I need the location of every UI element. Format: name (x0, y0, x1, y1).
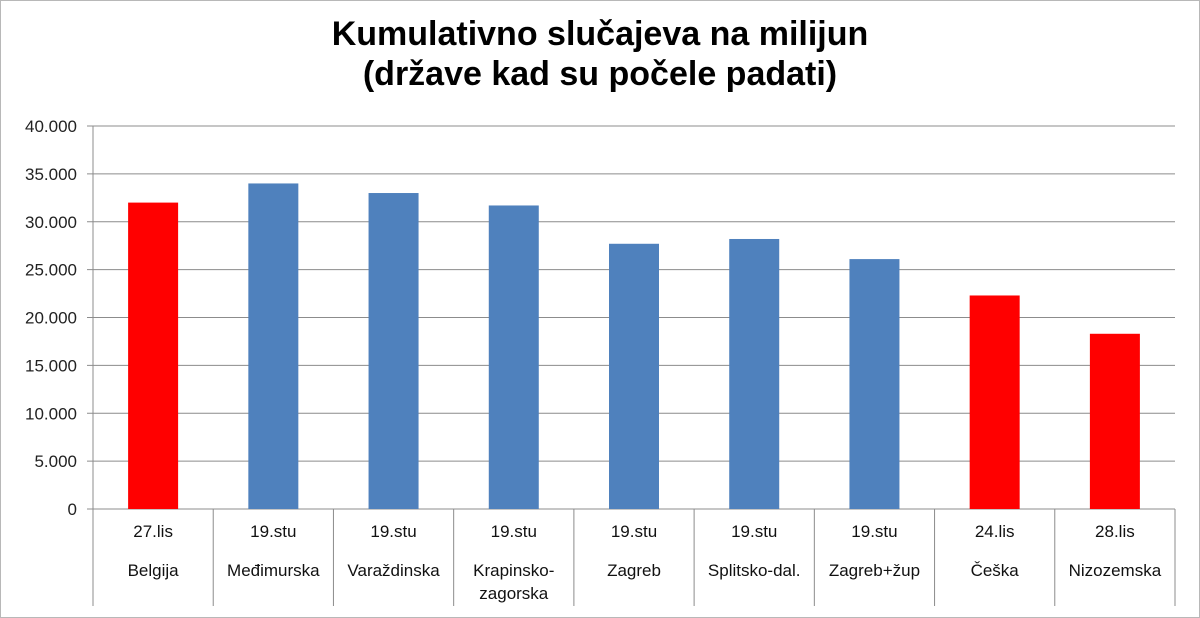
bar (488, 205, 539, 509)
x-date-label: 19.stu (851, 522, 897, 541)
bar (1089, 333, 1140, 509)
x-date-label: 28.lis (1095, 522, 1135, 541)
x-category-label: Krapinsko- (473, 561, 554, 580)
chart-title-line-2: (države kad su počele padati) (362, 55, 838, 93)
x-date-label: 24.lis (975, 522, 1015, 541)
x-category-label: Češka (971, 561, 1020, 580)
chart-title: Kumulativno slučajeva na milijun (države… (0, 14, 1200, 94)
y-tick-label: 25.000 (25, 261, 77, 280)
y-tick-label: 20.000 (25, 309, 77, 328)
y-tick-label: 35.000 (25, 165, 77, 184)
bar (729, 238, 780, 510)
y-tick-label: 15.000 (25, 356, 77, 375)
x-date-label: 27.lis (133, 522, 173, 541)
x-category-label: Splitsko-dal. (708, 561, 801, 580)
x-date-label: 19.stu (611, 522, 657, 541)
x-category-label: Zagreb (607, 561, 661, 580)
y-tick-label: 10.000 (25, 404, 77, 423)
bar (248, 183, 299, 509)
x-category-label: Međimurska (227, 561, 320, 580)
x-date-label: 19.stu (491, 522, 537, 541)
bar (368, 193, 419, 509)
x-category-label: Varaždinska (347, 561, 440, 580)
bar (849, 259, 900, 509)
x-category-label: Nizozemska (1069, 561, 1162, 580)
bar (128, 202, 179, 509)
y-tick-label: 40.000 (25, 117, 77, 136)
x-category-label: Belgija (128, 561, 180, 580)
x-category-label: zagorska (479, 584, 549, 603)
chart-title-line-1: Kumulativno slučajeva na milijun (331, 15, 869, 53)
y-tick-label: 0 (68, 500, 77, 519)
x-date-label: 19.stu (731, 522, 777, 541)
bar (969, 295, 1020, 509)
y-tick-label: 5.000 (34, 452, 77, 471)
x-date-label: 19.stu (250, 522, 296, 541)
y-tick-label: 30.000 (25, 213, 77, 232)
x-category-label: Zagreb+žup (829, 561, 920, 580)
x-date-label: 19.stu (370, 522, 416, 541)
bar (609, 243, 659, 509)
